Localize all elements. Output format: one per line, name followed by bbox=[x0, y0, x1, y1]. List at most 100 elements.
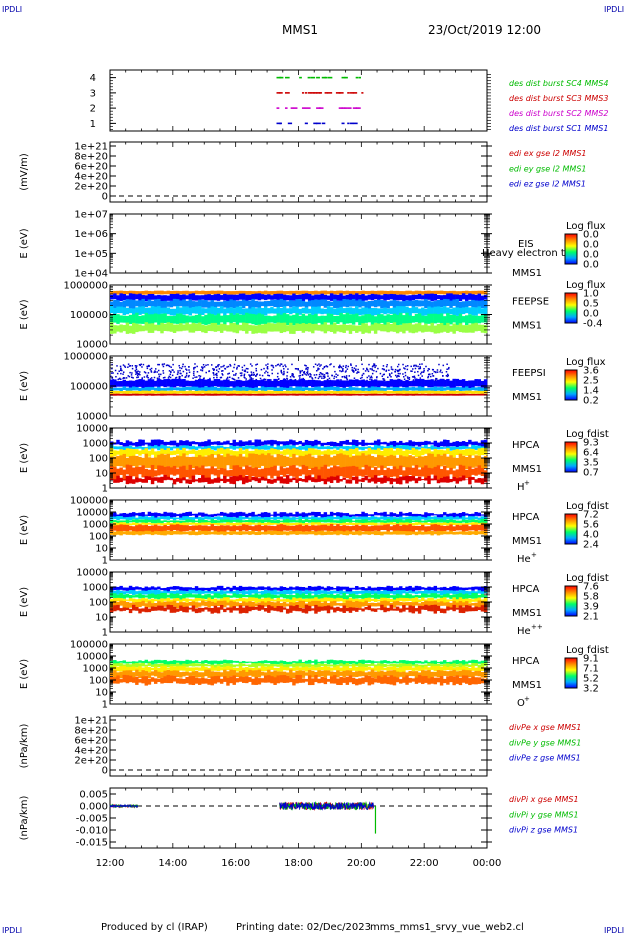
spectrogram-cell bbox=[355, 448, 358, 456]
spectrogram-cell bbox=[446, 323, 449, 333]
spectrogram-cell bbox=[132, 314, 135, 324]
spectrogram-cell bbox=[390, 586, 393, 591]
speckle-point bbox=[423, 370, 425, 372]
spectrogram-cell bbox=[129, 517, 132, 521]
spectrogram-cell bbox=[336, 325, 339, 331]
spectrogram-cell bbox=[336, 447, 339, 450]
spectrogram-cell bbox=[443, 466, 446, 477]
spectrogram-cell bbox=[361, 391, 364, 394]
spectrogram-cell bbox=[113, 517, 116, 520]
spectrogram-cell bbox=[135, 477, 138, 482]
spectrogram-cell bbox=[405, 587, 408, 591]
spectrogram-cell bbox=[185, 301, 188, 307]
spectrogram-cell bbox=[352, 380, 355, 386]
spectrogram-cell bbox=[355, 455, 358, 468]
spectrogram-cell bbox=[299, 601, 302, 608]
spectrogram-cell bbox=[333, 391, 336, 394]
spectrogram-cell bbox=[484, 391, 487, 394]
spectrogram-cell bbox=[141, 380, 144, 389]
spectrogram-cell bbox=[176, 379, 179, 386]
spectrogram-cell bbox=[223, 315, 226, 325]
speckle-point bbox=[151, 368, 153, 370]
spectrogram-cell bbox=[314, 525, 317, 531]
speckle-point bbox=[309, 373, 311, 375]
spectrogram-cell bbox=[308, 291, 311, 294]
spectrogram-cell bbox=[349, 457, 352, 466]
spectrogram-cell bbox=[412, 516, 415, 520]
spectrogram-cell bbox=[478, 391, 481, 394]
speckle-point bbox=[398, 370, 400, 372]
spectrogram-cell bbox=[116, 531, 119, 535]
spectrogram-cell bbox=[405, 394, 408, 396]
speckle-point bbox=[119, 378, 121, 380]
colorbar-tick-label: -0.4 bbox=[583, 319, 603, 330]
spectrogram-cell bbox=[258, 394, 261, 396]
spectrogram-cell bbox=[151, 586, 154, 589]
spectrogram-cell bbox=[283, 590, 286, 594]
spectrogram-cell bbox=[280, 446, 283, 450]
spectrogram-cell bbox=[163, 520, 166, 522]
spectrogram-cell bbox=[484, 519, 487, 523]
spectrogram-cell bbox=[358, 602, 361, 608]
spectrogram-cell bbox=[261, 586, 264, 590]
speckle-point bbox=[196, 376, 198, 378]
spectrogram-cell bbox=[374, 588, 377, 591]
spectrogram-cell bbox=[361, 387, 364, 391]
spectrogram-cell bbox=[452, 520, 455, 523]
spectrogram-cell bbox=[204, 594, 207, 599]
spectrogram-cell bbox=[192, 523, 195, 525]
spectrogram-cell bbox=[481, 531, 484, 534]
spectrogram-cell bbox=[302, 308, 305, 313]
burst-mark bbox=[299, 77, 302, 79]
spectrogram-cell bbox=[308, 314, 311, 325]
spectrogram-cell bbox=[264, 295, 267, 300]
spectrogram-cell bbox=[383, 532, 386, 535]
speckle-point bbox=[333, 378, 335, 380]
speckle-point bbox=[342, 376, 344, 378]
spectrogram-cell bbox=[160, 388, 163, 391]
spectrogram-cell bbox=[261, 379, 264, 387]
speckle-point bbox=[315, 363, 317, 365]
spectrogram-cell bbox=[311, 598, 314, 601]
spectrogram-cell bbox=[258, 313, 261, 325]
spectrogram-cell bbox=[305, 440, 308, 446]
spectrogram-cell bbox=[223, 520, 226, 523]
speckle-point bbox=[299, 372, 301, 374]
speckle-point bbox=[361, 377, 363, 379]
spectrogram-cell bbox=[280, 591, 283, 594]
spectrogram-cell bbox=[443, 391, 446, 394]
y-tick-label: 1 bbox=[90, 119, 96, 130]
spectrogram-cell bbox=[135, 586, 138, 589]
spectrogram-cell bbox=[408, 394, 411, 396]
spectrogram-cell bbox=[270, 300, 273, 306]
spectrogram-cell bbox=[299, 391, 302, 394]
spectrogram-cell bbox=[402, 598, 405, 602]
spectrogram-cell bbox=[302, 523, 305, 525]
burst-mark bbox=[339, 92, 344, 94]
spectrogram-cell bbox=[449, 531, 452, 535]
spectrogram-cell bbox=[342, 394, 345, 396]
burst-mark bbox=[316, 77, 320, 79]
spectrogram-cell bbox=[292, 388, 295, 391]
spectrogram-cell bbox=[264, 594, 267, 598]
spectrogram-cell bbox=[358, 595, 361, 598]
spectrogram-cell bbox=[393, 513, 396, 516]
spectrogram-cell bbox=[462, 388, 465, 391]
speckle-point bbox=[251, 374, 253, 376]
spectrogram-cell bbox=[320, 391, 323, 394]
spectrogram-cell bbox=[248, 520, 251, 523]
spectrogram-cell bbox=[195, 447, 198, 450]
spectrogram-cell bbox=[148, 394, 151, 396]
speckle-point bbox=[287, 372, 289, 374]
spectrogram-cell bbox=[135, 387, 138, 390]
spectrogram-cell bbox=[148, 523, 151, 525]
speckle-point bbox=[384, 380, 386, 382]
speckle-point bbox=[129, 372, 131, 374]
spectrogram-cell bbox=[430, 391, 433, 394]
spectrogram-cell bbox=[371, 603, 374, 607]
spectrogram-cell bbox=[264, 531, 267, 534]
spectrogram-cell bbox=[182, 306, 185, 314]
speckle-point bbox=[182, 364, 184, 366]
spectrogram-cell bbox=[336, 520, 339, 523]
spectrogram-cell bbox=[405, 449, 408, 456]
